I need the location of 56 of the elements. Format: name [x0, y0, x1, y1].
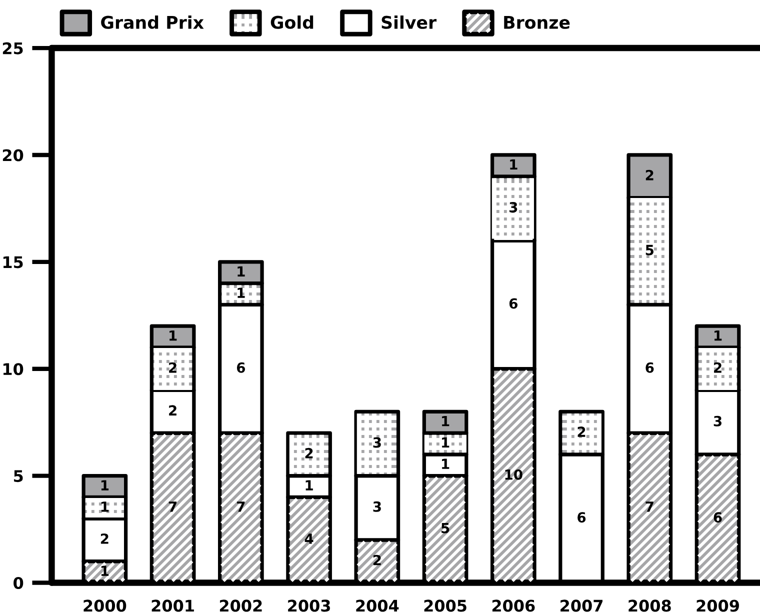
- y-tick-label: 0: [14, 576, 24, 590]
- legend-label: Silver: [382, 16, 437, 29]
- x-tick-label: 2005: [424, 600, 466, 612]
- data-label: 2: [646, 170, 654, 180]
- x-tick-label: 2007: [560, 600, 602, 612]
- x-tick-label: 2009: [696, 600, 739, 612]
- y-tick-label: 5: [14, 470, 23, 482]
- data-label: 2: [169, 405, 176, 416]
- data-label: 1: [101, 480, 109, 490]
- x-tick-label: 2003: [288, 600, 330, 612]
- x-tick-label: 2004: [356, 600, 399, 612]
- data-label: 1: [442, 458, 450, 469]
- data-label: 2: [714, 362, 722, 373]
- legend-label: Grand Prix: [101, 16, 204, 29]
- data-label: 6: [509, 298, 518, 309]
- data-label: 7: [237, 502, 245, 512]
- data-label: 3: [714, 416, 722, 426]
- data-label: 1: [238, 288, 245, 298]
- legend-label: Gold: [270, 16, 314, 29]
- data-label: 3: [373, 501, 381, 512]
- data-label: 6: [578, 512, 586, 523]
- data-label: 10: [505, 469, 522, 480]
- data-label: 1: [714, 330, 722, 341]
- data-label: 2: [373, 554, 381, 566]
- x-tick-label: 2000: [84, 600, 126, 612]
- data-label: 1: [238, 266, 245, 276]
- y-tick-label: 15: [3, 256, 23, 268]
- data-label: 1: [306, 480, 313, 490]
- data-label: 4: [304, 534, 314, 544]
- data-label: 1: [510, 159, 518, 170]
- data-label: 2: [100, 533, 108, 544]
- x-tick-label: 2002: [220, 600, 262, 612]
- data-label: 2: [578, 426, 586, 437]
- data-label: 3: [373, 437, 381, 448]
- x-tick-label: 2001: [152, 600, 194, 612]
- data-label: 1: [170, 330, 177, 341]
- data-label: 2: [305, 448, 313, 458]
- y-tick-label: 25: [2, 42, 23, 54]
- data-label: 5: [442, 522, 450, 534]
- data-label: 6: [236, 362, 246, 373]
- x-tick-label: 2006: [492, 600, 535, 612]
- data-label: 5: [646, 244, 654, 256]
- data-label: 1: [442, 437, 450, 448]
- y-tick-label: 20: [2, 149, 24, 162]
- data-label: 7: [168, 502, 177, 512]
- data-label: 3: [510, 202, 518, 212]
- legend-label: Bronze: [504, 16, 570, 29]
- x-tick-label: 2008: [628, 600, 671, 612]
- data-label: 6: [646, 362, 654, 373]
- data-label: 1: [101, 566, 109, 576]
- y-tick-label: 10: [3, 363, 24, 376]
- data-label: 6: [714, 512, 722, 523]
- data-label: 1: [101, 502, 109, 512]
- data-label: 7: [646, 502, 654, 512]
- data-label: 2: [169, 362, 176, 373]
- data-label: 1: [442, 416, 450, 426]
